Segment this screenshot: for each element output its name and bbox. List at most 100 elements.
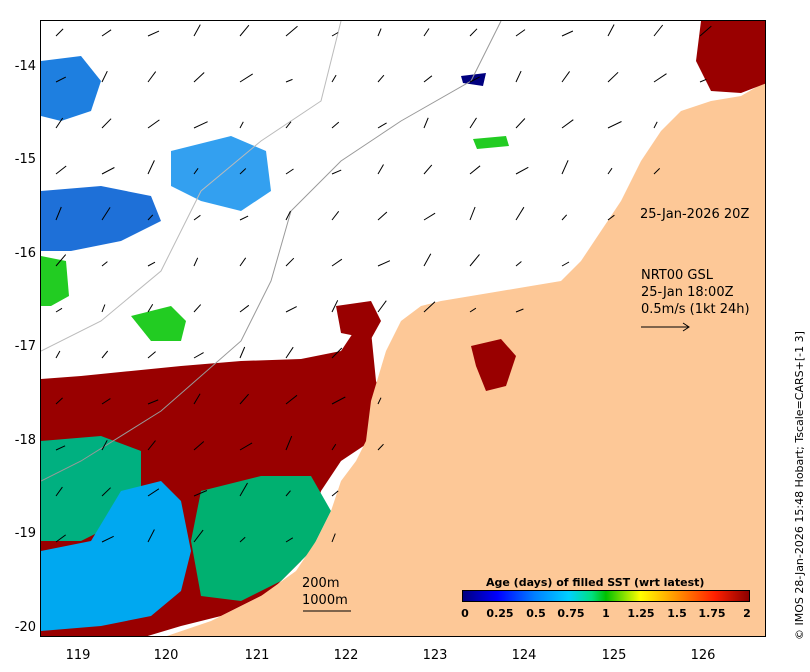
current-vector — [101, 304, 106, 313]
current-vector — [239, 24, 250, 37]
current-vector — [147, 351, 156, 359]
current-vector — [423, 28, 430, 37]
current-vector — [331, 258, 343, 267]
green-sst-patch-3 — [473, 136, 509, 149]
current-vector — [377, 211, 388, 221]
current-vector — [699, 78, 707, 83]
current-vector — [653, 73, 667, 83]
current-vector — [331, 533, 336, 543]
isobath-line-2 — [41, 21, 342, 352]
current-vector — [55, 76, 67, 83]
legend-tick: 1 — [602, 607, 610, 620]
current-vector — [515, 29, 526, 37]
current-vector — [561, 30, 574, 37]
current-vector — [55, 350, 61, 359]
current-vector — [193, 490, 208, 497]
current-vector — [377, 300, 387, 313]
current-vector — [55, 254, 67, 267]
current-vector — [653, 121, 658, 129]
current-vector — [331, 121, 340, 129]
current-vector — [239, 536, 246, 543]
current-vector — [331, 74, 337, 83]
current-vector — [193, 121, 208, 129]
current-vector — [515, 118, 526, 129]
x-tick: 124 — [511, 648, 537, 663]
current-vector — [101, 118, 112, 129]
blue-sst-west — [41, 186, 161, 251]
current-vector — [377, 164, 384, 175]
current-vector — [285, 25, 298, 37]
current-vector — [377, 443, 384, 451]
y-tick: -14 — [14, 59, 36, 74]
current-vector — [147, 214, 154, 221]
current-vector — [285, 435, 293, 451]
y-tick: -17 — [14, 339, 36, 354]
current-vector — [55, 28, 64, 37]
current-vector — [561, 214, 568, 221]
current-vector — [193, 24, 201, 37]
current-vector — [147, 529, 155, 543]
current-vector — [515, 70, 522, 83]
current-vector — [607, 71, 619, 83]
x-tick: 119 — [65, 648, 91, 663]
current-vector — [423, 212, 436, 221]
current-vector — [331, 32, 339, 37]
current-vector — [147, 160, 155, 175]
current-vector — [285, 210, 291, 221]
current-vector — [147, 71, 157, 83]
fresh-sst-region — [41, 481, 191, 631]
current-vector — [55, 486, 63, 497]
current-vector — [147, 261, 156, 267]
current-vector — [561, 71, 571, 83]
current-vector — [515, 166, 529, 175]
current-vector — [101, 440, 108, 451]
x-tick: 125 — [601, 648, 627, 663]
isobath-line — [41, 21, 502, 482]
green-sst-patch — [131, 306, 186, 341]
current-vector — [285, 394, 298, 405]
current-vector — [331, 169, 342, 175]
current-vector — [55, 534, 66, 543]
current-vector — [515, 261, 522, 267]
current-vector — [285, 168, 294, 175]
current-vector — [147, 440, 156, 451]
x-tick: 120 — [153, 648, 179, 663]
blue-sst-north-2 — [171, 136, 271, 211]
depth-label-200: 200m — [302, 576, 340, 591]
current-vector — [147, 399, 159, 405]
current-vector — [239, 121, 244, 129]
current-vector — [239, 304, 250, 313]
current-vector — [469, 117, 477, 129]
current-vector — [285, 490, 291, 497]
current-vector — [561, 160, 569, 175]
current-vector — [515, 206, 525, 221]
y-tick: -16 — [14, 246, 36, 261]
current-vector — [469, 254, 480, 267]
current-vector — [239, 257, 247, 267]
current-vector — [331, 210, 340, 221]
current-vector — [653, 24, 664, 37]
current-vector — [193, 72, 205, 83]
current-vector — [469, 165, 481, 175]
current-vector — [101, 167, 115, 175]
old-sst-northeast — [696, 21, 765, 93]
current-vector — [101, 535, 114, 543]
green-sst-patch-2 — [41, 256, 69, 306]
legend-tick: 2 — [743, 607, 751, 620]
current-vector — [239, 168, 247, 175]
x-tick: 123 — [422, 648, 448, 663]
x-tick: 122 — [333, 648, 359, 663]
current-vector — [607, 167, 613, 175]
current-vector — [469, 307, 477, 313]
current-vector — [377, 122, 387, 129]
legend-tick: 1.5 — [667, 607, 687, 620]
map-canvas — [41, 21, 765, 636]
land-mass — [166, 82, 765, 636]
current-vector — [55, 117, 64, 129]
y-tick: -18 — [14, 433, 36, 448]
current-vector — [331, 347, 343, 359]
credit-text: © IMOS 28-Jan-2026 15:48 Hobart; Tscale=… — [793, 331, 806, 640]
current-vector — [285, 537, 294, 543]
current-vector — [239, 393, 249, 405]
current-vector — [55, 165, 67, 175]
